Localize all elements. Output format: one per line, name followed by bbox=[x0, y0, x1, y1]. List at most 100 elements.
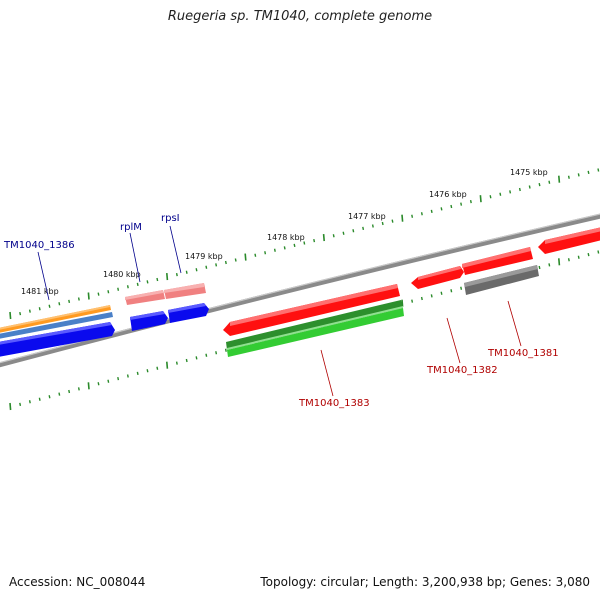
inner-tick bbox=[538, 265, 541, 270]
outer-tick bbox=[401, 214, 404, 222]
gene-gray-1381[interactable] bbox=[464, 265, 539, 295]
inner-tick bbox=[567, 258, 570, 262]
outer-tick bbox=[273, 248, 276, 252]
gene-red-1382[interactable] bbox=[411, 266, 464, 289]
gene-label-tm1040-1382[interactable]: TM1040_1382 bbox=[426, 365, 498, 376]
outer-tick bbox=[136, 282, 139, 287]
outer-tick bbox=[77, 297, 80, 301]
outer-tick bbox=[28, 309, 31, 313]
outer-tick bbox=[391, 219, 394, 223]
kbp-label-1478: 1478 kbp bbox=[267, 233, 305, 242]
outer-tick bbox=[146, 280, 149, 284]
outer-tick bbox=[58, 302, 61, 306]
outer-tick bbox=[205, 265, 208, 269]
gene-red-1381[interactable] bbox=[462, 247, 533, 275]
inner-tick bbox=[107, 379, 110, 383]
kbp-label-1479: 1479 kbp bbox=[185, 252, 223, 261]
inner-tick bbox=[215, 351, 218, 355]
inner-tick bbox=[48, 395, 51, 399]
gene-blue-rpsi[interactable] bbox=[168, 303, 209, 323]
kbp-label-1476: 1476 kbp bbox=[429, 190, 467, 199]
map-title: Ruegeria sp. TM1040, complete genome bbox=[167, 9, 433, 24]
outer-tick bbox=[117, 287, 120, 291]
inner-tick bbox=[185, 358, 188, 363]
inner-tick bbox=[430, 294, 433, 298]
outer-tick bbox=[313, 238, 316, 243]
outer-tick bbox=[107, 290, 110, 294]
outer-tick bbox=[558, 175, 561, 183]
outer-tick-ring bbox=[9, 168, 600, 320]
outer-tick bbox=[567, 175, 570, 179]
inner-tick bbox=[411, 299, 414, 303]
outer-tick bbox=[548, 180, 551, 184]
inner-tick bbox=[126, 374, 129, 378]
gene-label-tm1040-1381[interactable]: TM1040_1381 bbox=[487, 348, 559, 359]
outer-tick bbox=[87, 292, 90, 300]
outer-tick bbox=[303, 241, 306, 245]
gene-rplm[interactable] bbox=[125, 290, 165, 305]
outer-tick bbox=[126, 285, 129, 289]
gene-rpsi[interactable] bbox=[164, 283, 206, 299]
outer-tick bbox=[440, 207, 443, 211]
gene-label-tm1040-1383[interactable]: TM1040_1383 bbox=[298, 398, 370, 409]
gene-tm1040-1383[interactable] bbox=[226, 300, 404, 357]
inner-tick bbox=[19, 402, 22, 407]
inner-tick bbox=[136, 371, 139, 376]
inner-tick bbox=[195, 356, 198, 360]
inner-tick bbox=[58, 392, 61, 396]
outer-tick bbox=[293, 243, 296, 248]
inner-tick bbox=[440, 291, 443, 295]
outer-tick bbox=[38, 307, 41, 311]
inner-tick bbox=[401, 299, 404, 307]
inner-tick bbox=[558, 258, 561, 266]
inner-tick bbox=[28, 400, 31, 404]
outer-tick bbox=[254, 253, 257, 257]
outer-tick bbox=[499, 192, 502, 196]
gene-red-right[interactable] bbox=[538, 227, 600, 254]
outer-tick bbox=[244, 253, 247, 261]
gene-label-rpsi[interactable]: rpsI bbox=[161, 213, 180, 224]
outer-tick bbox=[381, 221, 384, 226]
outer-tick bbox=[371, 224, 374, 228]
gene-tm1040-1386-steel[interactable] bbox=[0, 312, 113, 339]
outer-tick bbox=[411, 214, 414, 218]
inner-tick bbox=[597, 250, 600, 254]
outer-tick bbox=[9, 311, 12, 320]
inner-tick bbox=[156, 366, 159, 370]
inner-tick bbox=[87, 382, 90, 390]
gene-label-rplm[interactable]: rplM bbox=[120, 222, 142, 233]
outer-tick bbox=[195, 268, 198, 272]
gene-tm1040-1386-orange[interactable] bbox=[0, 305, 111, 333]
outer-tick bbox=[489, 195, 492, 199]
outer-tick bbox=[185, 270, 188, 274]
gene-label-tm1040-1386[interactable]: TM1040_1386 bbox=[3, 240, 75, 251]
outer-tick bbox=[430, 209, 433, 214]
outer-tick bbox=[166, 273, 169, 281]
accession-text: Accession: NC_008044 bbox=[9, 575, 146, 589]
gene-blue-left[interactable] bbox=[0, 322, 115, 357]
leader-tm1040-1383 bbox=[320, 349, 334, 397]
outer-tick bbox=[538, 182, 541, 187]
leader-rplm bbox=[129, 232, 141, 283]
inner-tick bbox=[224, 348, 227, 352]
outer-tick bbox=[342, 231, 345, 235]
outer-tick bbox=[215, 263, 218, 267]
outer-tick bbox=[156, 277, 159, 282]
inner-tick bbox=[117, 376, 120, 381]
outer-tick bbox=[587, 170, 590, 175]
leader-tm1040-1386 bbox=[37, 251, 50, 301]
gene-blue-rplm[interactable] bbox=[130, 311, 168, 331]
outer-tick bbox=[68, 299, 71, 304]
gene-red-large[interactable] bbox=[223, 284, 400, 336]
outer-tick bbox=[264, 251, 267, 255]
inner-tick bbox=[38, 397, 41, 401]
kbp-label-1481: 1481 kbp bbox=[21, 287, 59, 296]
genome-backbone bbox=[0, 213, 600, 368]
outer-tick bbox=[224, 260, 227, 265]
inner-tick bbox=[460, 286, 463, 290]
inner-tick bbox=[577, 255, 580, 259]
inner-tick bbox=[68, 389, 71, 394]
inner-tick bbox=[77, 387, 80, 391]
inner-tick bbox=[166, 361, 169, 369]
